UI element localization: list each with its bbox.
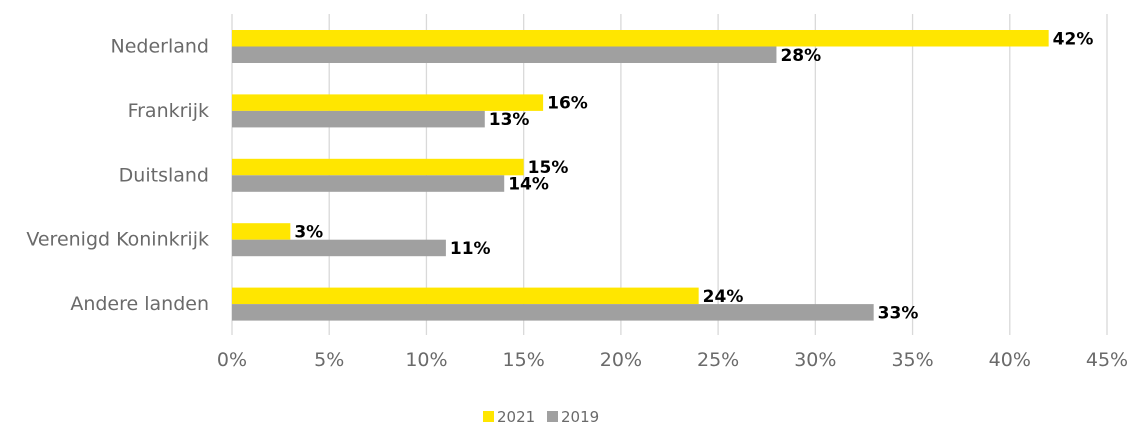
- category-label: Duitsland: [119, 164, 209, 186]
- legend-swatch-2019: [547, 411, 558, 422]
- category-axis: Nederland Frankrijk Duitsland Verenigd Koni…: [26, 36, 209, 316]
- data-label: 3%: [294, 222, 323, 242]
- category-label: Andere landen: [70, 293, 209, 315]
- bar-2021-3: [232, 223, 291, 240]
- data-label: 11%: [450, 239, 491, 259]
- data-label: 13%: [489, 110, 530, 130]
- category-label: Frankrijk: [128, 100, 209, 122]
- bar-2019-1: [232, 110, 485, 128]
- legend-label: 2019: [561, 408, 599, 426]
- data-label: 42%: [1053, 29, 1094, 49]
- bar-2019-0: [232, 46, 777, 63]
- x-tick-label: 20%: [600, 349, 642, 371]
- data-label: 24%: [703, 287, 744, 307]
- data-labels: 42% 28% 16% 13% 15%14% 3% 11% 24% 33%: [294, 29, 1093, 323]
- x-tick-label: 35%: [891, 349, 933, 371]
- bar-2021-0: [232, 30, 1049, 47]
- x-tick-label: 10%: [405, 349, 447, 371]
- x-tick-label: 15%: [503, 349, 545, 371]
- x-tick-label: 30%: [794, 349, 836, 371]
- bar-2021-2: [232, 158, 524, 176]
- data-label: 33%: [878, 303, 919, 323]
- bar-2021-1: [232, 94, 544, 111]
- x-tick-label: 40%: [989, 349, 1031, 371]
- bar-2021-4: [232, 287, 699, 305]
- bar-2019-2: [232, 175, 505, 192]
- x-tick-label: 25%: [697, 349, 739, 371]
- x-tick-label: 0%: [217, 349, 247, 371]
- bar-2019-3: [232, 239, 446, 257]
- bar-2019-4: [232, 304, 874, 321]
- gridlines: [231, 14, 1108, 335]
- category-label: Nederland: [111, 36, 210, 58]
- data-label: 14%: [508, 175, 549, 195]
- x-tick-label: 5%: [314, 349, 344, 371]
- data-label: 28%: [780, 46, 821, 66]
- legend-label: 2021: [497, 408, 535, 426]
- data-label: 16%: [547, 94, 588, 114]
- value-axis: 0% 5% 10% 15% 20% 25% 30% 35% 40% 45%: [217, 349, 1128, 371]
- data-label: 15%: [528, 158, 569, 178]
- category-label: Verenigd Koninkrijk: [26, 229, 209, 251]
- legend: 2021 2019: [483, 408, 599, 426]
- bars: [232, 30, 1049, 321]
- legend-swatch-2021: [483, 411, 494, 422]
- x-tick-label: 45%: [1086, 349, 1128, 371]
